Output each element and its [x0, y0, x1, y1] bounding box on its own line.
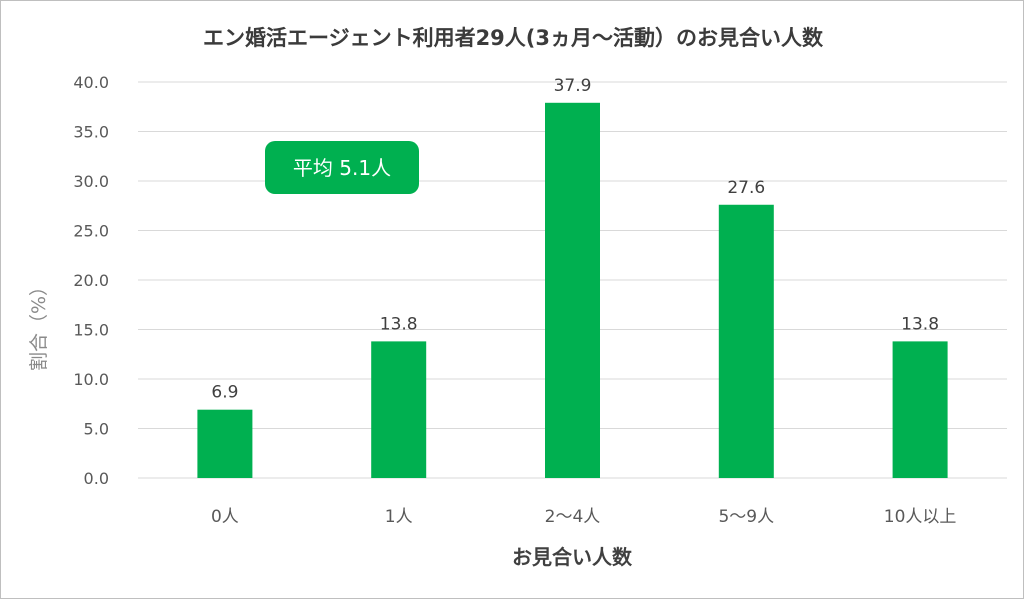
y-tick-label: 35.0 — [73, 123, 109, 142]
data-labels: 6.9 13.8 37.9 27.6 13.8 — [211, 76, 939, 403]
data-label: 37.9 — [554, 76, 592, 96]
x-axis-categories: 0人 1人 2～4人 5～9人 10人以上 — [211, 507, 956, 527]
bar — [892, 341, 948, 478]
bar — [718, 204, 774, 478]
y-tick-label: 10.0 — [73, 370, 109, 389]
x-axis-title: お見合い人数 — [512, 545, 633, 569]
data-label: 27.6 — [727, 178, 765, 198]
x-category-label: 0人 — [211, 507, 239, 527]
y-axis-ticks: 0.0 5.0 10.0 15.0 20.0 25.0 30.0 35.0 40.0 — [73, 73, 109, 488]
y-tick-label: 25.0 — [73, 222, 109, 241]
y-tick-label: 40.0 — [73, 73, 109, 92]
x-category-label: 10人以上 — [884, 507, 957, 527]
y-tick-label: 20.0 — [73, 271, 109, 290]
data-label: 6.9 — [211, 383, 238, 403]
data-label: 13.8 — [901, 314, 939, 334]
bar — [197, 409, 253, 478]
x-category-label: 5～9人 — [718, 507, 774, 527]
chart-title: エン婚活エージェント利用者29人(3ヵ月～活動）のお見合い人数 — [203, 26, 824, 50]
x-category-label: 1人 — [385, 507, 413, 527]
bar — [545, 102, 600, 478]
y-tick-label: 5.0 — [84, 420, 109, 439]
y-axis-title: 割合（%） — [28, 277, 50, 371]
bar — [371, 341, 427, 478]
y-tick-label: 0.0 — [84, 469, 109, 488]
data-label: 13.8 — [380, 314, 418, 334]
y-tick-label: 15.0 — [73, 321, 109, 340]
bars — [197, 102, 948, 478]
average-badge-label: 平均 5.1人 — [293, 156, 391, 180]
x-category-label: 2～4人 — [545, 507, 601, 527]
average-badge: 平均 5.1人 — [265, 141, 419, 194]
y-tick-label: 30.0 — [73, 172, 109, 191]
average-badge-box — [265, 141, 419, 194]
